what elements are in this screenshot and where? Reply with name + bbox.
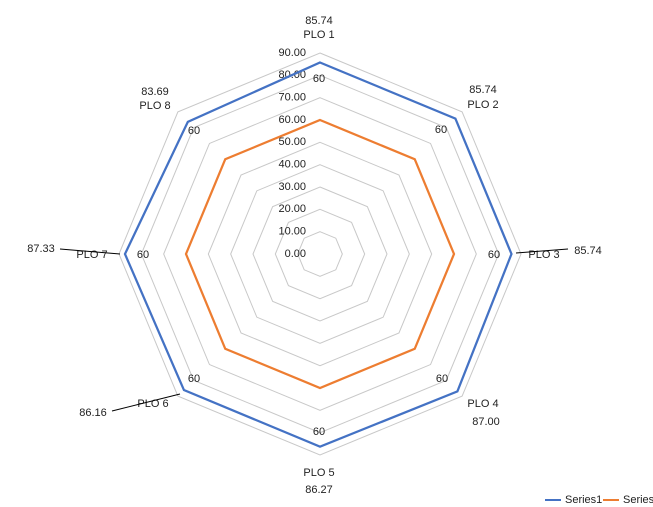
grid-line xyxy=(207,141,433,367)
category-label: PLO 5 xyxy=(303,467,334,479)
data-label: 60 xyxy=(313,73,325,85)
grid-line xyxy=(297,231,343,277)
leader-line xyxy=(59,248,121,255)
grid-line xyxy=(274,208,366,300)
y-tick-label: 40.00 xyxy=(278,159,306,171)
data-label: 83.69 xyxy=(141,86,169,98)
grid-line xyxy=(118,52,522,456)
data-label: 60 xyxy=(137,249,149,261)
legend-label: Series1 xyxy=(565,494,602,506)
data-label: 60 xyxy=(188,125,200,137)
category-label: PLO 6 xyxy=(137,398,168,410)
y-tick-label: 60.00 xyxy=(278,114,306,126)
grid-line xyxy=(230,164,410,344)
grid-line xyxy=(252,186,388,322)
category-label: PLO 4 xyxy=(467,398,498,410)
data-label: 87.33 xyxy=(27,243,55,255)
legend-label: Series2 xyxy=(623,494,653,506)
data-label: 60 xyxy=(188,373,200,385)
data-label: 86.27 xyxy=(305,484,333,496)
grid-line xyxy=(163,97,477,411)
data-label: 85.74 xyxy=(574,245,602,257)
y-tick-label: 20.00 xyxy=(278,203,306,215)
category-label: PLO 8 xyxy=(139,100,170,112)
y-tick-label: 50.00 xyxy=(278,136,306,148)
data-label: 60 xyxy=(436,373,448,385)
category-label: PLO 1 xyxy=(303,29,334,41)
data-label: 60 xyxy=(435,124,447,136)
y-tick-label: 70.00 xyxy=(278,92,306,104)
leader-line xyxy=(111,393,181,412)
data-label: 87.00 xyxy=(472,416,500,428)
data-label: 85.74 xyxy=(305,15,333,27)
series-line xyxy=(184,118,456,390)
y-tick-label: 30.00 xyxy=(278,181,306,193)
grid-line xyxy=(140,74,500,434)
y-tick-label: 10.00 xyxy=(278,226,306,238)
data-label: 86.16 xyxy=(79,407,107,419)
data-label: 60 xyxy=(488,249,500,261)
category-label: PLO 2 xyxy=(467,99,498,111)
y-tick-label: 90.00 xyxy=(278,47,306,59)
leader-line xyxy=(515,248,569,254)
series-line xyxy=(123,61,513,448)
grid-line xyxy=(185,119,455,389)
data-label: 85.74 xyxy=(469,84,497,96)
y-tick-label: 0.00 xyxy=(285,248,306,260)
data-label: 60 xyxy=(313,426,325,438)
